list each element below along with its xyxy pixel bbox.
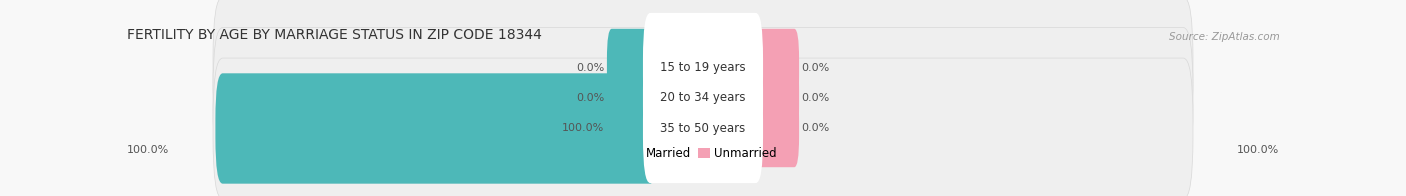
FancyBboxPatch shape <box>751 90 799 167</box>
FancyBboxPatch shape <box>215 73 658 184</box>
Text: 0.0%: 0.0% <box>801 123 830 133</box>
FancyBboxPatch shape <box>214 28 1192 168</box>
FancyBboxPatch shape <box>643 44 763 152</box>
Text: Source: ZipAtlas.com: Source: ZipAtlas.com <box>1168 32 1279 42</box>
Text: 0.0%: 0.0% <box>576 93 605 103</box>
Text: FERTILITY BY AGE BY MARRIAGE STATUS IN ZIP CODE 18344: FERTILITY BY AGE BY MARRIAGE STATUS IN Z… <box>127 28 541 42</box>
FancyBboxPatch shape <box>214 58 1192 196</box>
Text: 100.0%: 100.0% <box>1237 145 1279 155</box>
Text: 20 to 34 years: 20 to 34 years <box>661 92 745 104</box>
FancyBboxPatch shape <box>751 59 799 137</box>
Text: 100.0%: 100.0% <box>127 145 169 155</box>
Text: 0.0%: 0.0% <box>801 63 830 73</box>
FancyBboxPatch shape <box>643 74 763 183</box>
FancyBboxPatch shape <box>214 0 1192 138</box>
Text: 100.0%: 100.0% <box>562 123 605 133</box>
FancyBboxPatch shape <box>643 13 763 122</box>
Text: 15 to 19 years: 15 to 19 years <box>661 61 745 74</box>
Text: 0.0%: 0.0% <box>801 93 830 103</box>
Legend: Married, Unmarried: Married, Unmarried <box>628 147 778 160</box>
FancyBboxPatch shape <box>751 29 799 106</box>
Text: 0.0%: 0.0% <box>576 63 605 73</box>
FancyBboxPatch shape <box>607 59 655 137</box>
FancyBboxPatch shape <box>607 90 655 167</box>
FancyBboxPatch shape <box>607 29 655 106</box>
Text: 35 to 50 years: 35 to 50 years <box>661 122 745 135</box>
